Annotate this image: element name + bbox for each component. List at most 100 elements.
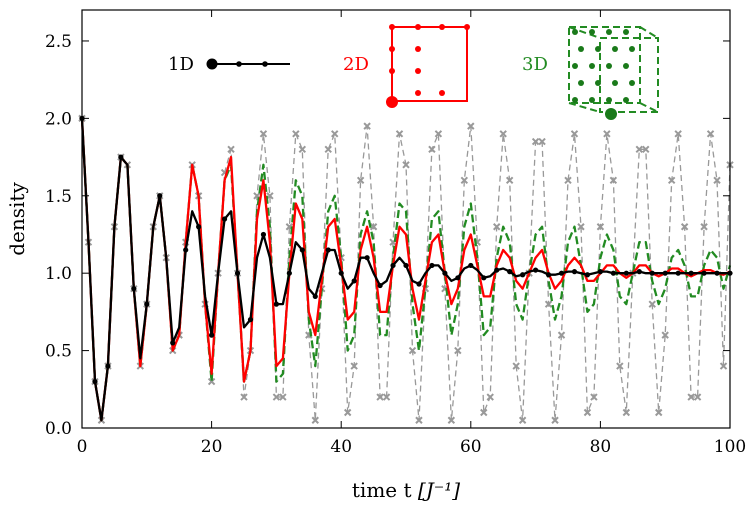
data-point bbox=[538, 137, 546, 146]
lattice-site bbox=[589, 97, 595, 103]
data-point bbox=[596, 223, 605, 231]
x-tick-label: 40 bbox=[330, 437, 352, 457]
legend-1d-label: 1D bbox=[168, 54, 194, 75]
data-point bbox=[661, 331, 669, 339]
data-point bbox=[518, 416, 527, 424]
data-point bbox=[551, 416, 559, 424]
data-point bbox=[92, 378, 98, 385]
data-point bbox=[635, 145, 643, 154]
data-point bbox=[714, 270, 720, 276]
data-point bbox=[468, 262, 474, 269]
legend-3d-lattice-sites bbox=[572, 29, 635, 120]
lattice-site bbox=[612, 46, 618, 52]
data-point bbox=[207, 377, 216, 386]
data-point bbox=[649, 270, 655, 276]
data-point bbox=[312, 293, 318, 300]
data-point bbox=[706, 130, 715, 138]
x-tick-label: 20 bbox=[201, 437, 223, 457]
data-point bbox=[260, 231, 267, 238]
data-point bbox=[428, 145, 436, 154]
data-point bbox=[571, 269, 578, 275]
lattice-site bbox=[415, 46, 421, 52]
data-point bbox=[395, 130, 404, 138]
series-layer bbox=[78, 114, 734, 424]
data-point bbox=[460, 176, 469, 185]
data-point bbox=[590, 393, 598, 401]
data-point bbox=[403, 262, 409, 269]
lattice-site bbox=[415, 90, 421, 96]
data-point bbox=[454, 346, 462, 355]
x-tick-label: 0 bbox=[77, 437, 88, 457]
data-point bbox=[105, 363, 111, 369]
data-point bbox=[583, 408, 592, 417]
data-point bbox=[170, 340, 176, 346]
data-point bbox=[286, 270, 292, 276]
lattice-site bbox=[606, 97, 612, 103]
data-point bbox=[557, 331, 566, 339]
y-tick-label: 1.0 bbox=[45, 264, 72, 284]
data-point bbox=[447, 416, 456, 424]
data-point bbox=[584, 272, 591, 278]
series-1D bbox=[79, 115, 733, 422]
data-point bbox=[259, 130, 268, 138]
lattice-site bbox=[595, 80, 601, 86]
legend-2d-lattice-sites bbox=[386, 24, 470, 108]
series-line-2D bbox=[80, 118, 731, 422]
data-point bbox=[507, 269, 513, 275]
lattice-site bbox=[589, 63, 595, 69]
data-point bbox=[719, 362, 728, 370]
data-point bbox=[674, 130, 682, 138]
data-point bbox=[351, 278, 357, 284]
data-point bbox=[636, 269, 642, 275]
axis-ticks: 0 20 40 60 80 100 0.0 0.5 1.0 1.5 2.0 2.5 bbox=[45, 10, 746, 457]
lattice-site bbox=[464, 24, 470, 30]
data-point bbox=[687, 393, 695, 401]
legend-1d-origin-marker bbox=[206, 58, 218, 70]
data-point bbox=[209, 332, 215, 338]
data-point bbox=[434, 130, 443, 138]
lattice-origin bbox=[605, 108, 617, 120]
data-point bbox=[570, 130, 579, 138]
lattice-site bbox=[623, 29, 629, 35]
data-point bbox=[493, 223, 501, 231]
data-point bbox=[577, 223, 585, 231]
data-point bbox=[240, 393, 248, 401]
x-axis-label: time t bbox=[352, 478, 412, 502]
x-tick-label: 80 bbox=[590, 437, 612, 457]
data-point bbox=[616, 362, 624, 370]
data-point bbox=[331, 130, 339, 138]
legend-1d-site-marker bbox=[262, 61, 268, 67]
data-point bbox=[564, 176, 572, 185]
data-point bbox=[325, 247, 331, 253]
data-point bbox=[467, 122, 475, 130]
lattice-site bbox=[623, 63, 629, 69]
data-point bbox=[512, 362, 520, 370]
data-point bbox=[693, 393, 702, 401]
legend-1d-site-marker bbox=[236, 61, 242, 67]
lattice-site bbox=[578, 46, 584, 52]
data-point bbox=[623, 270, 629, 276]
lattice-site bbox=[606, 29, 612, 35]
data-point bbox=[298, 145, 307, 154]
data-point bbox=[273, 301, 279, 307]
data-point bbox=[415, 416, 423, 424]
y-tick-label: 0.0 bbox=[45, 419, 72, 439]
data-point bbox=[531, 137, 540, 146]
data-point bbox=[364, 255, 370, 261]
data-point bbox=[157, 193, 163, 199]
data-point bbox=[382, 393, 391, 401]
legend-2d-square-icon bbox=[391, 26, 468, 102]
lattice-origin bbox=[386, 96, 398, 108]
lattice-site bbox=[572, 63, 578, 69]
legend-2d-label: 2D bbox=[343, 54, 369, 75]
data-point bbox=[675, 270, 681, 276]
data-point bbox=[603, 130, 611, 138]
lattice-site bbox=[606, 63, 612, 69]
data-point bbox=[499, 130, 507, 138]
series-2D bbox=[80, 118, 731, 422]
data-point bbox=[544, 300, 553, 308]
data-point bbox=[486, 393, 494, 401]
data-point bbox=[299, 247, 305, 253]
lattice-site bbox=[589, 29, 595, 35]
